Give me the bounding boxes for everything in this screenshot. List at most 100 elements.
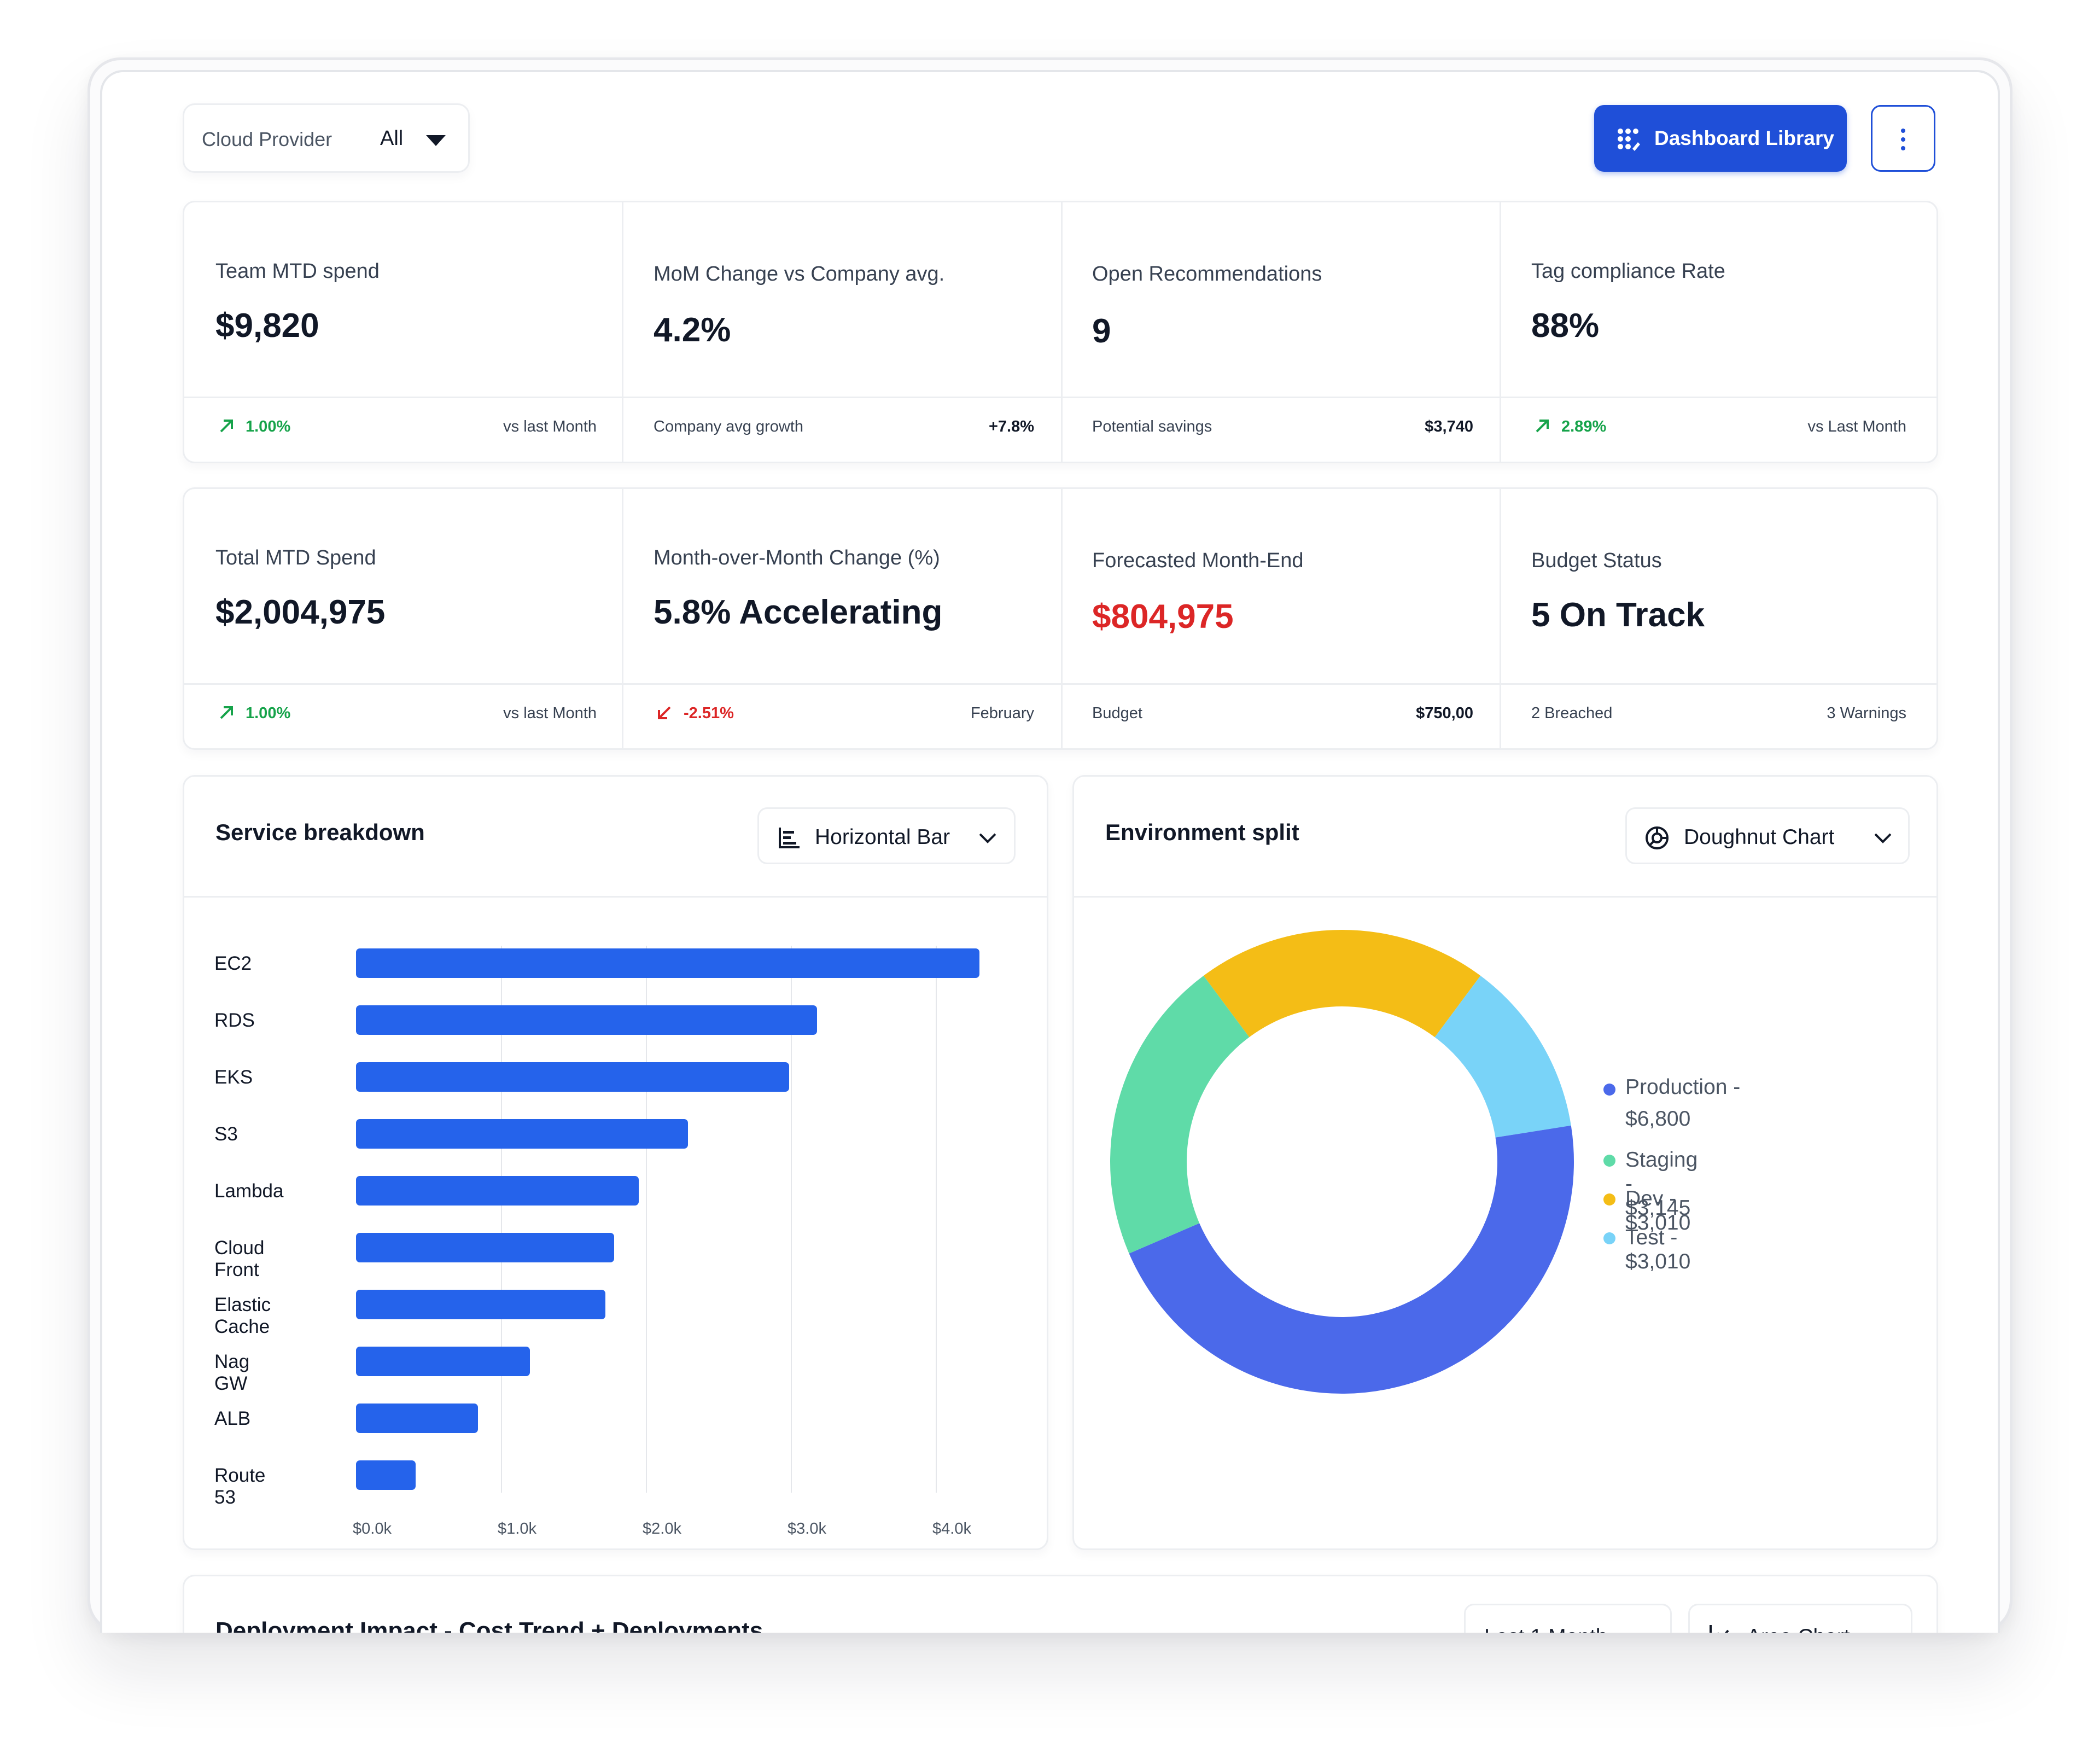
arrow-up-right-icon	[220, 420, 233, 433]
chart-type-select[interactable]: Doughnut Chart	[1625, 807, 1910, 864]
chart-type-label: Horizontal Bar	[815, 825, 950, 849]
doughnut-chart-icon	[1646, 826, 1669, 849]
bar-category-label: Lambda	[214, 1180, 284, 1202]
chevron-down-icon	[979, 833, 996, 843]
bar[interactable]	[356, 1404, 478, 1433]
chevron-down-icon	[1630, 1629, 1652, 1633]
kpi-value: 9	[1092, 312, 1111, 350]
panel-title: Deployment Impact - Cost Trend + Deploym…	[215, 1617, 763, 1633]
kpi-label: Budget Status	[1531, 549, 1662, 572]
x-tick-label: $1.0k	[498, 1520, 536, 1538]
kpi-value: 5.8% Accelerating	[654, 593, 943, 631]
grid-line	[936, 946, 937, 1493]
caret-down-icon[interactable]	[426, 135, 446, 146]
arrow-up-right-icon	[1536, 420, 1549, 433]
bar-category-label: EKS	[214, 1067, 253, 1088]
kpi-trend: 1.00%	[246, 418, 291, 435]
panel-title: Environment split	[1105, 819, 1299, 845]
legend-dot	[1603, 1084, 1615, 1096]
kpi-value: $2,004,975	[215, 593, 386, 631]
bar-category-label: EC2	[214, 953, 252, 974]
x-tick-label: $0.0k	[353, 1520, 392, 1538]
bar-category-label: ALB	[214, 1408, 251, 1429]
bar-category-label: RDS	[214, 1010, 255, 1031]
bar[interactable]	[356, 948, 979, 978]
library-icon	[1618, 129, 1640, 151]
area-chart-icon	[1710, 1625, 1729, 1633]
grid-line	[646, 946, 647, 1493]
legend-item[interactable]: Staging - $3,145	[1625, 1148, 1698, 1220]
kpi-label: Forecasted Month-End	[1092, 549, 1304, 572]
chart-type-label: Doughnut Chart	[1684, 825, 1835, 849]
cloud-provider-filter[interactable]: Cloud Provider All	[183, 103, 470, 173]
kpi-label: Total MTD Spend	[215, 546, 376, 569]
kpi-value: 4.2%	[654, 311, 731, 349]
kpi-label: Team MTD spend	[215, 260, 380, 283]
kpi-foot-value: +7.8%	[988, 418, 1034, 435]
bar-category-label: S3	[214, 1123, 238, 1145]
grid-line	[791, 946, 792, 1493]
dashboard-library-button[interactable]: Dashboard Library	[1594, 105, 1847, 172]
kpi-label: Tag compliance Rate	[1531, 260, 1725, 283]
legend-item[interactable]: Test - $3,010	[1625, 1226, 1691, 1273]
legend-item[interactable]: Dev - $3,010	[1625, 1187, 1691, 1234]
panel-title: Service breakdown	[215, 819, 425, 845]
x-tick-label: $4.0k	[932, 1520, 971, 1538]
chevron-down-icon	[1874, 833, 1892, 843]
service-breakdown-panel: Service breakdown Horizontal Bar	[183, 775, 1048, 1550]
bar[interactable]	[356, 1290, 605, 1319]
kpi-label: MoM Change vs Company avg.	[654, 263, 945, 286]
kpi-row-top: Team MTD spend $9,820 1.00% vs last Mont…	[183, 201, 1938, 463]
bar-chart-icon	[779, 828, 800, 848]
legend-dot	[1603, 1232, 1615, 1244]
bar-category-label: Route 53	[214, 1465, 266, 1508]
x-tick-label: $2.0k	[643, 1520, 681, 1538]
bar[interactable]	[356, 1347, 530, 1376]
kpi-foot-value: $750,00	[1416, 704, 1473, 722]
more-options-button[interactable]	[1871, 105, 1935, 172]
bar[interactable]	[356, 1119, 688, 1149]
x-tick-label: $3.0k	[788, 1520, 826, 1538]
doughnut-slice[interactable]	[1434, 975, 1571, 1138]
bar[interactable]	[356, 1176, 639, 1206]
kpi-foot-note: February	[970, 704, 1034, 722]
kpi-label: Open Recommendations	[1092, 263, 1322, 286]
chart-type-select[interactable]: Area Chart	[1688, 1604, 1912, 1633]
kpi-trend: -2.51%	[684, 704, 734, 722]
bar[interactable]	[356, 1062, 790, 1092]
kpi-value: 5 On Track	[1531, 596, 1705, 634]
kpi-value: $804,975	[1092, 598, 1234, 636]
kpi-trend: 1.00%	[246, 704, 291, 722]
kpi-value: $9,820	[215, 307, 319, 345]
bar-category-label: Nag GW	[214, 1351, 250, 1394]
kpi-foot-value: 3 Warnings	[1827, 704, 1906, 722]
date-range-label: Last 1 Month	[1484, 1625, 1607, 1633]
kpi-row-bottom: Total MTD Spend $2,004,975 1.00% vs last…	[183, 487, 1938, 750]
filter-value[interactable]: All	[380, 127, 404, 150]
date-range-select[interactable]: Last 1 Month	[1464, 1604, 1672, 1633]
grid-line	[501, 946, 502, 1493]
chart-type-select[interactable]: Horizontal Bar	[757, 807, 1016, 864]
chevron-down-icon	[1876, 1629, 1898, 1633]
arrow-down-left-icon	[658, 706, 671, 719]
dashboard-library-label: Dashboard Library	[1654, 127, 1834, 149]
doughnut-slice[interactable]	[1203, 930, 1481, 1038]
kpi-foot-note: vs Last Month	[1807, 418, 1906, 435]
bar[interactable]	[356, 1005, 817, 1035]
kpi-foot-note: vs last Month	[503, 418, 597, 435]
bar[interactable]	[356, 1460, 416, 1490]
environment-doughnut-chart	[1110, 930, 1574, 1394]
kpi-foot-note: vs last Month	[503, 704, 597, 722]
kpi-label: Month-over-Month Change (%)	[654, 546, 940, 569]
legend-item[interactable]: Production - $6,800	[1625, 1075, 1741, 1131]
legend-dot	[1603, 1193, 1615, 1206]
kpi-trend: 2.89%	[1561, 418, 1607, 435]
arrow-up-right-icon	[220, 706, 233, 719]
bar-category-label: Elastic Cache	[214, 1294, 271, 1337]
doughnut-slice[interactable]	[1129, 1125, 1574, 1394]
bar-category-label: Cloud Front	[214, 1237, 265, 1280]
kebab-icon	[1901, 129, 1905, 133]
deployment-impact-panel: Deployment Impact - Cost Trend + Deploym…	[183, 1575, 1938, 1633]
bar[interactable]	[356, 1233, 614, 1262]
doughnut-slice[interactable]	[1110, 975, 1250, 1254]
